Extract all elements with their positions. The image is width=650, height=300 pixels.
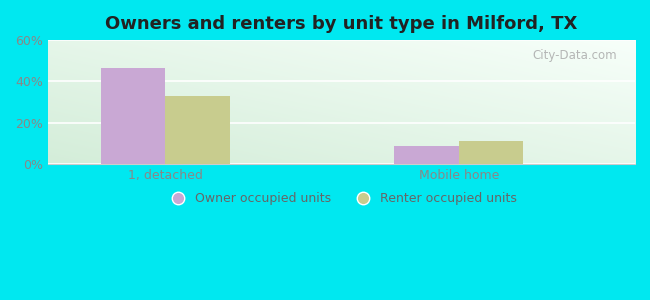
Legend: Owner occupied units, Renter occupied units: Owner occupied units, Renter occupied un… [161, 187, 522, 210]
Bar [459, 142, 523, 164]
Bar [165, 96, 230, 164]
Bar [101, 68, 165, 164]
Bar [394, 146, 459, 164]
Text: City-Data.com: City-Data.com [533, 49, 618, 62]
Title: Owners and renters by unit type in Milford, TX: Owners and renters by unit type in Milfo… [105, 15, 578, 33]
